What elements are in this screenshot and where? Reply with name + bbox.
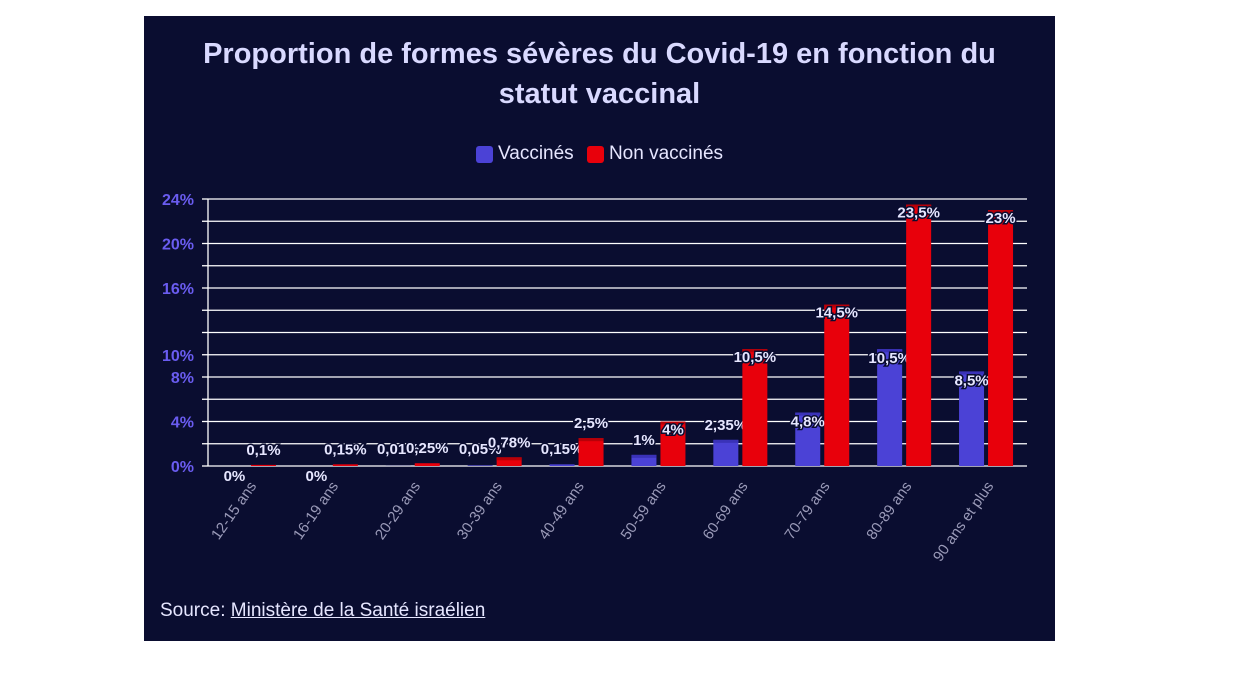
- y-tick-label: 20%: [162, 237, 194, 254]
- chart-title-line-1: Proportion de formes sévères du Covid-19…: [203, 38, 996, 70]
- x-tick-label: 20-29 ans: [372, 479, 424, 543]
- bar-cap: [824, 304, 850, 308]
- y-tick-label: 8%: [171, 370, 194, 387]
- data-label: 0%: [224, 468, 246, 485]
- bar-vaccinated: [549, 464, 575, 466]
- bar-chart-plot: 0%4%8%10%16%20%24%0%0,1%12-15 ans0%0,15%…: [162, 192, 1027, 565]
- data-label: 0,78%: [488, 434, 531, 451]
- data-label: 0,15%: [324, 441, 367, 458]
- x-tick-label: 12-15 ans: [208, 479, 260, 543]
- source-note: Source: Ministère de la Santé israélien: [160, 600, 485, 622]
- data-label: 2,5%: [574, 415, 608, 432]
- bar-vaccinated: [795, 412, 821, 466]
- data-label: 4,8%: [791, 414, 825, 431]
- legend-item-vaccinated[interactable]: Vaccinés: [475, 143, 574, 165]
- data-label: 4%: [662, 422, 684, 439]
- bar-unvaccinated: [578, 438, 604, 466]
- bar-unvaccinated: [906, 204, 932, 466]
- chart-title-line-2: statut vaccinal: [498, 78, 701, 110]
- data-label: 0%: [306, 468, 328, 485]
- data-label: 0,01%: [377, 441, 420, 458]
- bar-cap: [959, 371, 985, 375]
- data-label: 2,35%: [705, 417, 748, 434]
- bar-cap: [496, 457, 522, 461]
- x-tick-label: 50-59 ans: [618, 479, 670, 543]
- bar-vaccinated: [959, 371, 985, 466]
- legend-label-vaccinated: Vaccinés: [497, 143, 574, 164]
- x-tick-label: 30-39 ans: [454, 479, 506, 543]
- chart-title: Proportion de formes sévères du Covid-19…: [144, 34, 1055, 114]
- source-label: Source:: [160, 600, 231, 621]
- bar-cap: [631, 454, 657, 458]
- x-tick-label: 16-19 ans: [290, 479, 342, 543]
- x-tick-label: 90 ans et plus: [930, 479, 998, 565]
- bar-cap: [906, 204, 932, 208]
- legend-item-unvaccinated[interactable]: Non vaccinés: [586, 143, 724, 165]
- y-tick-label: 10%: [162, 348, 194, 365]
- data-label: 1%: [633, 432, 655, 449]
- y-tick-label: 24%: [162, 192, 194, 209]
- data-label: 10,5%: [734, 349, 777, 366]
- bar-vaccinated: [467, 465, 493, 466]
- x-tick-label: 70-79 ans: [781, 479, 833, 543]
- bar-vaccinated: [713, 439, 739, 466]
- data-label: 23,5%: [897, 205, 940, 222]
- bar-unvaccinated: [742, 349, 768, 466]
- source-link[interactable]: Ministère de la Santé israélien: [230, 600, 486, 621]
- bar-cap: [742, 349, 768, 353]
- legend-label-unvaccinated: Non vaccinés: [608, 143, 724, 164]
- bar-cap: [988, 210, 1014, 214]
- y-tick-label: 4%: [171, 415, 194, 432]
- bar-cap: [660, 421, 686, 425]
- bar-cap: [578, 438, 604, 442]
- bar-unvaccinated: [332, 464, 358, 466]
- bar-vaccinated: [631, 454, 657, 466]
- legend-swatch-unvaccinated: [586, 145, 604, 163]
- bar-unvaccinated: [250, 464, 276, 466]
- y-tick-label: 0%: [171, 459, 194, 476]
- data-label: 0,1%: [246, 442, 280, 459]
- bar-unvaccinated: [660, 421, 686, 466]
- bar-unvaccinated: [496, 457, 522, 466]
- x-tick-label: 40-49 ans: [536, 479, 588, 543]
- data-label: 0,05%: [459, 441, 502, 458]
- bar-unvaccinated: [824, 304, 850, 466]
- bar-unvaccinated: [414, 463, 440, 466]
- bar-cap: [713, 439, 739, 443]
- data-label: 14,5%: [815, 305, 858, 322]
- bar-vaccinated: [877, 349, 903, 466]
- bar-unvaccinated: [988, 210, 1014, 466]
- y-tick-label: 16%: [162, 281, 194, 298]
- x-tick-label: 60-69 ans: [699, 479, 751, 543]
- data-label: 0,15%: [541, 441, 584, 458]
- bar-cap: [877, 349, 903, 353]
- data-label: 10,5%: [868, 350, 911, 367]
- legend-swatch-vaccinated: [475, 145, 493, 163]
- chart-panel: Proportion de formes sévères du Covid-19…: [144, 16, 1055, 641]
- data-label: 0,25%: [406, 440, 449, 457]
- bar-cap: [795, 412, 821, 416]
- legend: Vaccinés Non vaccinés: [144, 143, 1055, 169]
- x-tick-label: 80-89 ans: [863, 479, 915, 543]
- data-label: 23%: [986, 210, 1016, 227]
- data-label: 8,5%: [954, 372, 988, 389]
